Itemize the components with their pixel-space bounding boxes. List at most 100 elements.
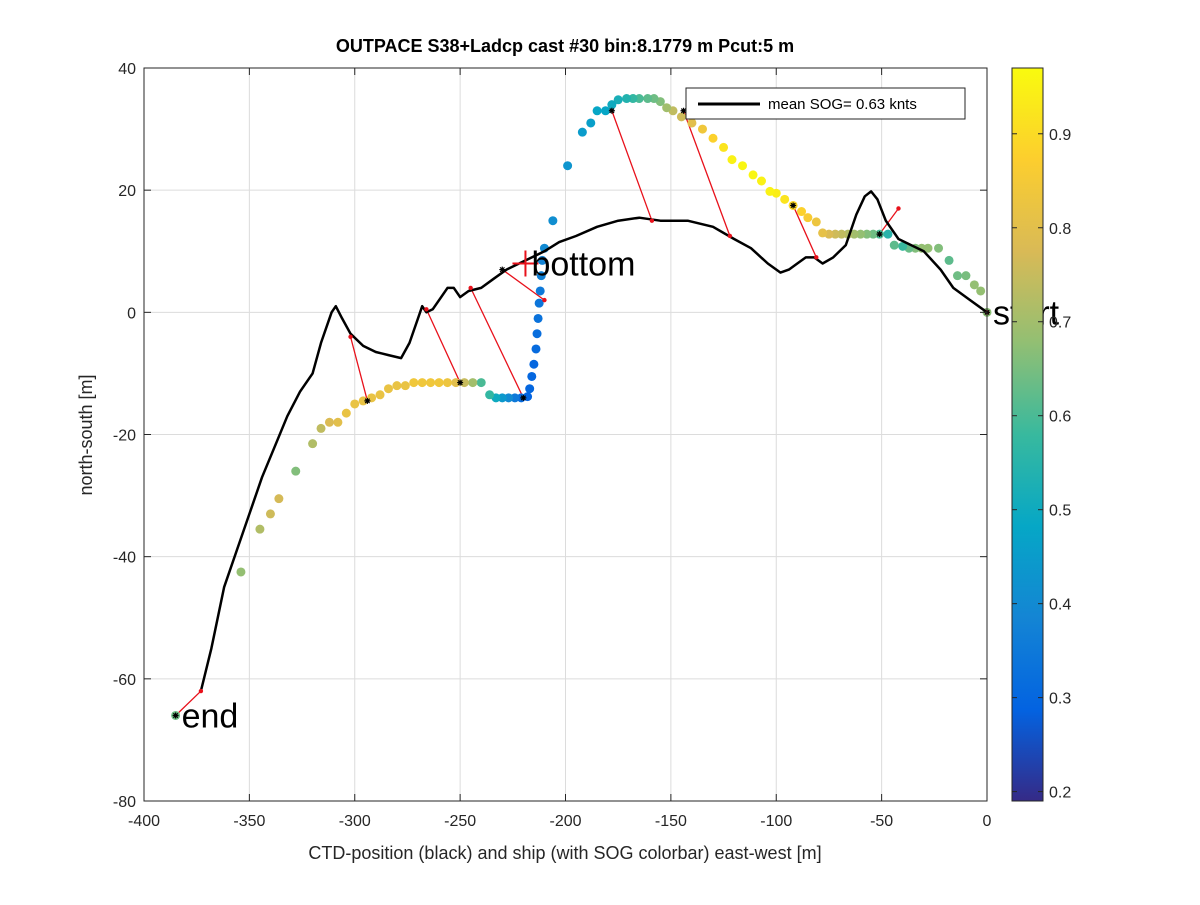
ctd-marker [348, 334, 353, 339]
ctd-marker [542, 297, 547, 303]
ship-point [525, 384, 535, 394]
colorbar-tick-label: 0.6 [1049, 409, 1071, 426]
ship-point [622, 94, 632, 104]
ship-point [613, 95, 623, 105]
ship-marker [608, 107, 615, 114]
ship-point [485, 390, 495, 400]
ship-marker [520, 394, 527, 401]
connection-line [175, 690, 202, 716]
ship-marker [364, 397, 371, 404]
ship-point [534, 298, 544, 308]
annotation-bottom: bottom [531, 245, 635, 283]
connection-line [682, 110, 731, 237]
ship-point [856, 229, 866, 239]
y-tick-label: -20 [113, 428, 136, 445]
ship-point [409, 378, 419, 388]
x-tick-label: 0 [983, 813, 992, 830]
y-axis-ticks: -80 -60 -40 -20 0 20 40 [113, 61, 987, 811]
ship-point [868, 229, 878, 239]
ship-point [662, 103, 672, 113]
ship-point [944, 255, 954, 265]
ctd-marker [727, 233, 733, 239]
connection-line [425, 309, 461, 383]
colorbar-tick-label: 0.8 [1049, 221, 1071, 238]
ship-marker [499, 266, 506, 273]
ship-point [687, 118, 697, 128]
legend: mean SOG= 0.63 knts [685, 87, 966, 120]
colorbar-tick-label: 0.7 [1049, 315, 1071, 332]
ship-point [849, 229, 859, 239]
ship-point [898, 241, 908, 251]
ship-marker [457, 379, 464, 386]
ship-point [417, 378, 427, 388]
connection-line [878, 208, 900, 235]
ship-point [527, 371, 537, 381]
ship-point [923, 243, 933, 253]
ship-point [392, 381, 402, 391]
legend-label: mean SOG= 0.63 knts [768, 96, 917, 113]
colorbar-tick-label: 0.3 [1049, 691, 1071, 708]
ctd-marker [424, 307, 429, 312]
ship-point [497, 393, 507, 403]
y-tick-label: 0 [127, 305, 136, 322]
ship-marker [172, 712, 179, 719]
y-tick-label: 20 [118, 183, 136, 200]
ship-point [265, 509, 275, 519]
ship-marker [790, 202, 797, 209]
ship-point [748, 170, 758, 180]
ship-point [592, 106, 602, 116]
ship-point [476, 378, 486, 388]
connection-line [470, 287, 524, 399]
ship-point [803, 213, 813, 223]
ship-point [830, 229, 840, 239]
connection-lines [175, 110, 900, 716]
ship-point [274, 494, 284, 504]
ship-point [738, 161, 748, 171]
ship-point [643, 94, 653, 104]
ship-point [601, 106, 611, 116]
ctd-marker [198, 688, 204, 694]
ship-point [531, 344, 541, 354]
ship-point [811, 217, 821, 227]
ship-point [537, 255, 547, 265]
y-tick-label: -60 [113, 672, 136, 689]
ship-point [375, 390, 385, 400]
ship-point [961, 271, 971, 281]
ctd-marker [468, 285, 473, 291]
connection-line [792, 205, 817, 258]
ship-point [442, 378, 452, 388]
ship-point [719, 142, 729, 152]
ship-point [535, 286, 545, 296]
ctd-marker [814, 255, 819, 260]
ship-point [676, 112, 686, 122]
x-tick-label: -100 [760, 813, 792, 830]
ship-marker [876, 231, 883, 238]
y-axis-label: north-south [m] [76, 374, 96, 495]
ship-point [934, 243, 944, 253]
ship-point [797, 207, 807, 217]
ship-point [350, 399, 360, 409]
ship-point [976, 286, 986, 296]
x-tick-label: -150 [655, 813, 687, 830]
x-tick-label: -200 [549, 813, 581, 830]
ship-point [533, 313, 543, 323]
x-axis-label: CTD-position (black) and ship (with SOG … [308, 843, 821, 863]
ship-point [316, 423, 326, 433]
ship-point [468, 378, 478, 388]
ship-point [383, 384, 393, 394]
x-tick-label: -400 [128, 813, 160, 830]
ship-point [255, 524, 265, 534]
x-axis-ticks: -400 -350 -300 -250 -200 -150 -100 -50 0 [128, 68, 992, 830]
ship-point [324, 417, 334, 427]
ship-point [577, 127, 587, 137]
ship-point [862, 229, 872, 239]
ship-point [586, 118, 596, 128]
ctd-marker [896, 206, 901, 211]
ship-point [510, 393, 520, 403]
ship-point [536, 271, 546, 281]
ship-point [548, 216, 558, 226]
connection-line [611, 110, 653, 221]
ship-track [171, 94, 992, 720]
ship-marker [680, 107, 687, 114]
ship-point [628, 94, 638, 104]
